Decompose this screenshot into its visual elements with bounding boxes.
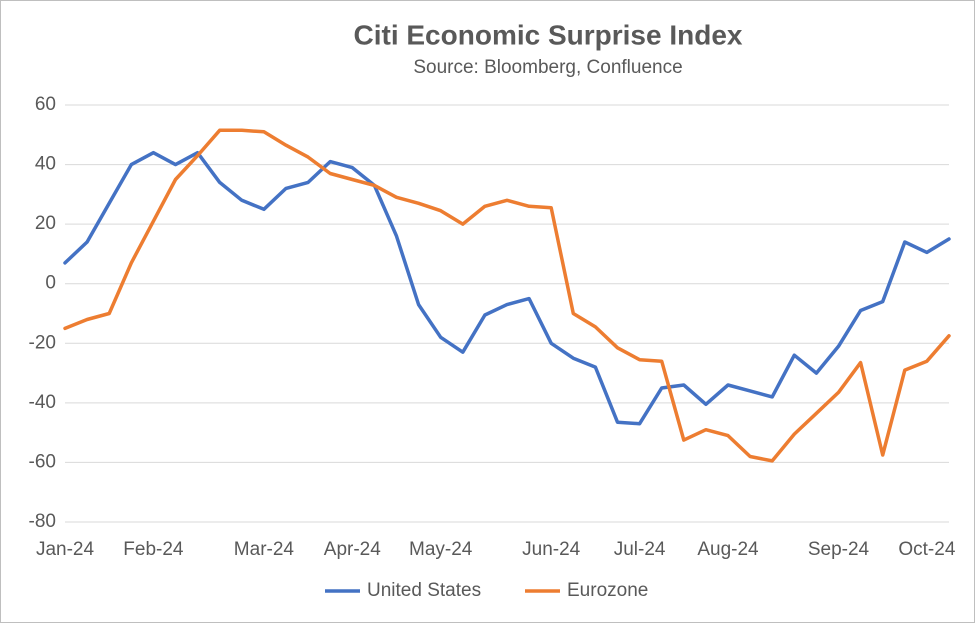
x-tick-label: Aug-24 <box>697 539 759 560</box>
chart-subtitle: Source: Bloomberg, Confluence <box>413 57 682 78</box>
y-tick-label: 20 <box>35 213 56 234</box>
x-tick-label: Feb-24 <box>123 539 184 560</box>
series-line <box>63 150 951 426</box>
series-line <box>63 128 951 463</box>
chart-title: Citi Economic Surprise Index <box>354 19 743 50</box>
y-tick-label: 0 <box>45 273 56 294</box>
y-tick-label: 60 <box>35 94 56 115</box>
x-tick-label: Jul-24 <box>614 539 666 560</box>
y-tick-label: -80 <box>29 511 56 532</box>
x-tick-label: Jan-24 <box>36 539 95 560</box>
x-tick-label: Mar-24 <box>234 539 295 560</box>
legend-label: Eurozone <box>567 580 648 601</box>
x-tick-label: Apr-24 <box>324 539 381 560</box>
x-tick-label: Sep-24 <box>808 539 870 560</box>
x-tick-label: May-24 <box>409 539 473 560</box>
y-tick-label: 40 <box>35 154 56 175</box>
y-tick-label: -20 <box>29 332 56 353</box>
y-tick-label: -40 <box>29 392 56 413</box>
x-tick-label: Oct-24 <box>898 539 955 560</box>
y-tick-label: -60 <box>29 451 56 472</box>
legend-label: United States <box>367 580 481 601</box>
x-tick-label: Jun-24 <box>522 539 581 560</box>
